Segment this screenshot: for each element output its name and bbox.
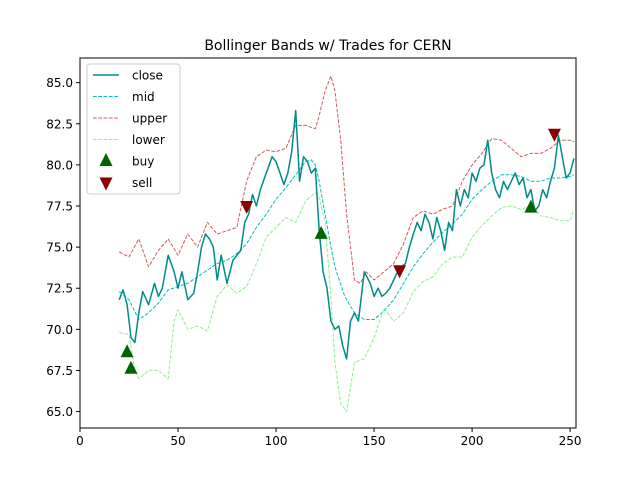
y-tick-label: 70.0 <box>46 323 73 337</box>
y-tick-label: 82.5 <box>46 117 73 131</box>
x-tick-label: 0 <box>76 434 84 448</box>
x-tick-label: 200 <box>461 434 484 448</box>
series-line-lower <box>119 192 575 413</box>
x-tick-label: 100 <box>265 434 288 448</box>
legend-label-upper: upper <box>132 112 167 126</box>
y-tick-label: 80.0 <box>46 158 73 172</box>
legend-box <box>86 63 181 195</box>
legend-label-close: close <box>132 69 163 83</box>
marker-buy <box>524 199 538 213</box>
legend-label-mid: mid <box>132 90 155 104</box>
y-tick-label: 65.0 <box>46 405 73 419</box>
series-layer <box>118 75 575 413</box>
legend: close mid upper lower buy sell <box>86 63 181 195</box>
marker-buy <box>124 360 138 374</box>
legend-label-lower: lower <box>132 133 165 147</box>
marker-sell <box>240 201 254 215</box>
legend-label-buy: buy <box>132 155 154 169</box>
x-tick-label: 150 <box>363 434 386 448</box>
series-line-close <box>118 109 575 360</box>
y-tick-label: 85.0 <box>46 76 73 90</box>
marker-buy <box>120 344 134 358</box>
x-tick-label: 250 <box>559 434 582 448</box>
chart-title: Bollinger Bands w/ Trades for CERN <box>204 38 451 54</box>
legend-swatch-buy <box>99 152 113 166</box>
series-line-upper <box>118 75 575 284</box>
y-tick-label: 72.5 <box>46 282 73 296</box>
y-axis: 65.0 67.5 70.0 72.5 75.0 77.5 80.0 82.5 85.0 <box>46 76 80 419</box>
y-tick-label: 75.0 <box>46 241 73 255</box>
y-tick-label: 67.5 <box>46 364 73 378</box>
plot-frame <box>79 57 577 429</box>
x-tick-label: 50 <box>170 434 185 448</box>
legend-label-sell: sell <box>132 176 152 190</box>
x-axis: 0 50 100 150 200 250 <box>76 428 582 448</box>
y-tick-label: 77.5 <box>46 200 73 214</box>
marker-layer <box>120 128 561 374</box>
marker-sell <box>547 128 561 142</box>
marker-buy <box>314 225 328 239</box>
series-line-mid <box>118 159 575 320</box>
legend-swatch-sell <box>99 177 113 191</box>
marker-sell <box>393 265 407 279</box>
